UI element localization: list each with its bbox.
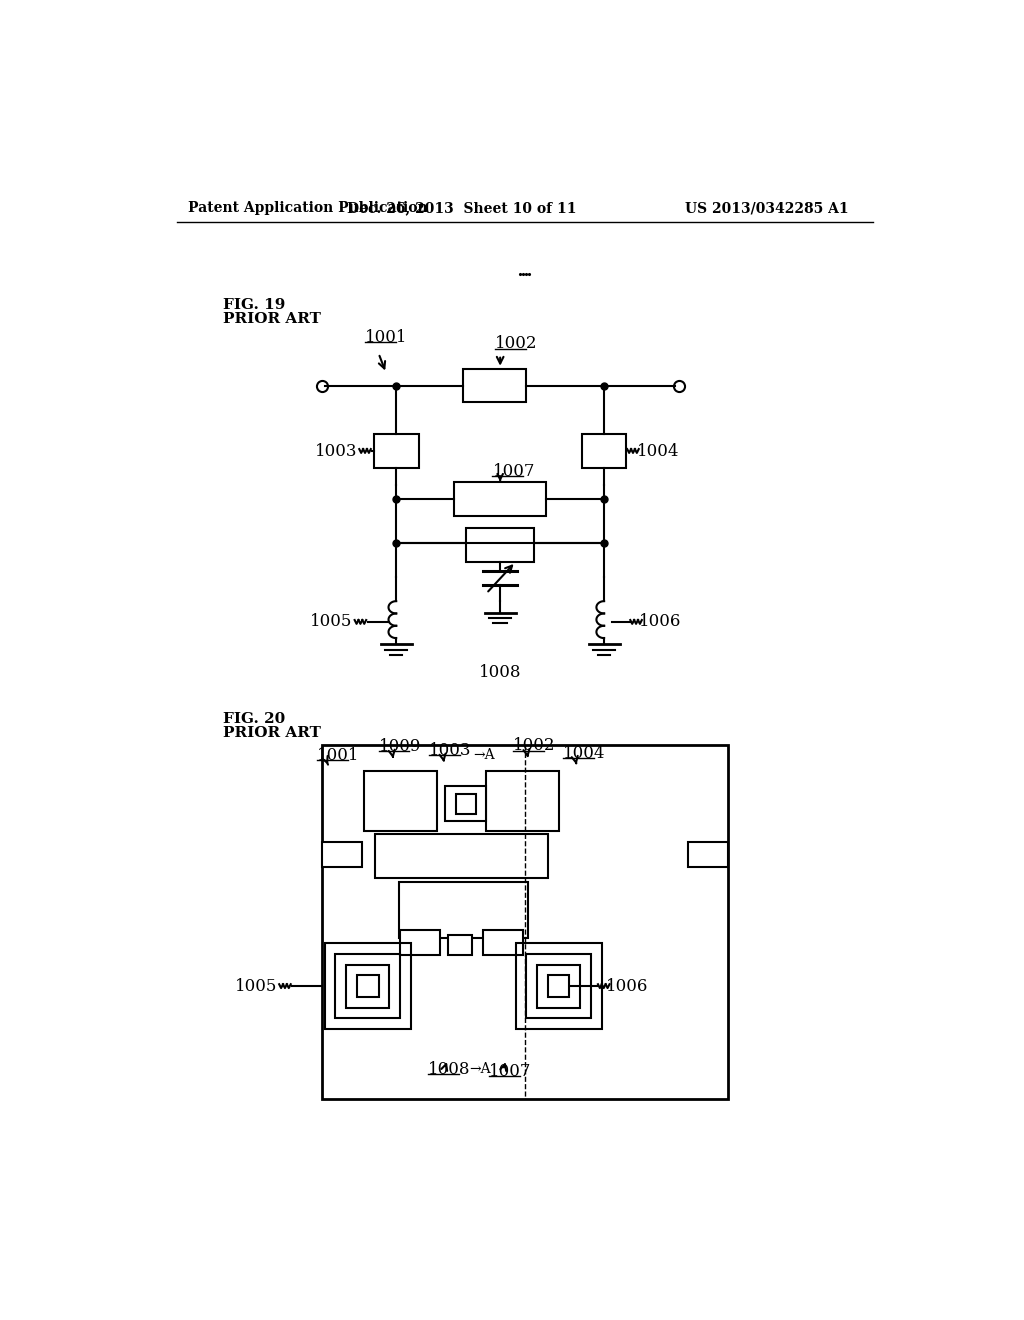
Bar [538, 965, 581, 1007]
Bar [483, 929, 523, 954]
Text: 1007: 1007 [489, 1063, 531, 1080]
Text: 1003: 1003 [429, 742, 472, 759]
Text: 1002: 1002 [513, 738, 556, 755]
Bar [526, 954, 591, 1019]
Bar [364, 771, 437, 830]
Text: Patent Application Publication: Patent Application Publication [188, 202, 428, 215]
Text: 1001: 1001 [366, 329, 408, 346]
Text: 1004: 1004 [637, 442, 679, 459]
Text: 1001: 1001 [316, 747, 359, 764]
Text: US 2013/0342285 A1: US 2013/0342285 A1 [685, 202, 849, 215]
Text: 1005: 1005 [234, 978, 276, 995]
Text: PRIOR ART: PRIOR ART [223, 312, 321, 326]
Bar [346, 965, 389, 1007]
Bar [463, 368, 526, 403]
Text: 1008: 1008 [479, 664, 521, 681]
Bar [398, 882, 528, 937]
Bar [376, 834, 548, 878]
Bar [515, 942, 602, 1030]
Bar [322, 842, 361, 867]
Text: 1008: 1008 [428, 1061, 470, 1078]
Text: →A: →A [469, 1063, 490, 1076]
Bar [357, 975, 379, 997]
Bar [454, 482, 547, 516]
Bar [374, 434, 419, 469]
Bar [456, 793, 475, 813]
Text: 1006: 1006 [639, 614, 681, 631]
Bar [466, 528, 535, 562]
Text: PRIOR ART: PRIOR ART [223, 726, 321, 739]
Text: 1002: 1002 [495, 335, 538, 352]
Text: FIG. 20: FIG. 20 [223, 711, 286, 726]
Text: 1009: 1009 [379, 738, 421, 755]
Bar [400, 929, 440, 954]
Bar [582, 434, 627, 469]
Bar [444, 785, 486, 821]
Text: 1007: 1007 [493, 462, 535, 479]
Text: →A: →A [473, 748, 495, 762]
Text: FIG. 19: FIG. 19 [223, 298, 286, 312]
Bar [486, 771, 559, 830]
Text: Dec. 26, 2013  Sheet 10 of 11: Dec. 26, 2013 Sheet 10 of 11 [347, 202, 577, 215]
Bar [548, 975, 569, 997]
Bar [688, 842, 728, 867]
Bar [447, 935, 472, 954]
Text: 1003: 1003 [314, 442, 357, 459]
Bar [322, 744, 728, 1100]
Bar [325, 942, 411, 1030]
Text: 1006: 1006 [606, 978, 649, 995]
Bar [336, 954, 400, 1019]
Text: 1005: 1005 [310, 614, 352, 631]
Text: 1004: 1004 [563, 744, 606, 762]
